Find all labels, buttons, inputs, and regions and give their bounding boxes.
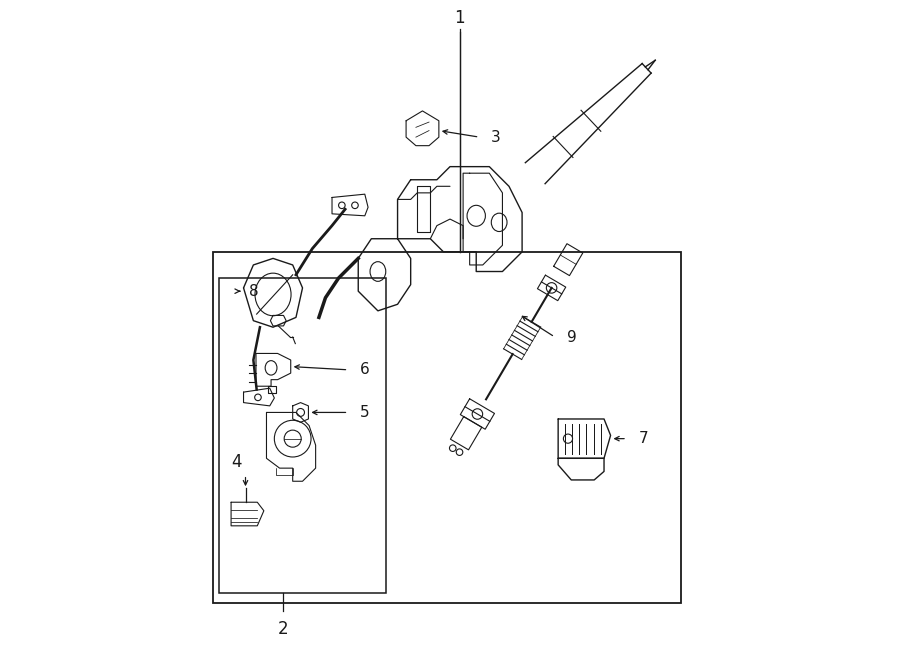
Text: 3: 3: [491, 130, 501, 145]
Text: 6: 6: [360, 362, 370, 377]
Text: 8: 8: [248, 284, 258, 299]
Bar: [220, 278, 386, 593]
Bar: [212, 252, 681, 603]
Text: 7: 7: [639, 431, 648, 446]
Text: 4: 4: [231, 453, 242, 471]
Text: 5: 5: [360, 405, 370, 420]
Text: 2: 2: [277, 620, 288, 639]
Text: 1: 1: [454, 9, 465, 27]
Text: 9: 9: [567, 330, 576, 344]
